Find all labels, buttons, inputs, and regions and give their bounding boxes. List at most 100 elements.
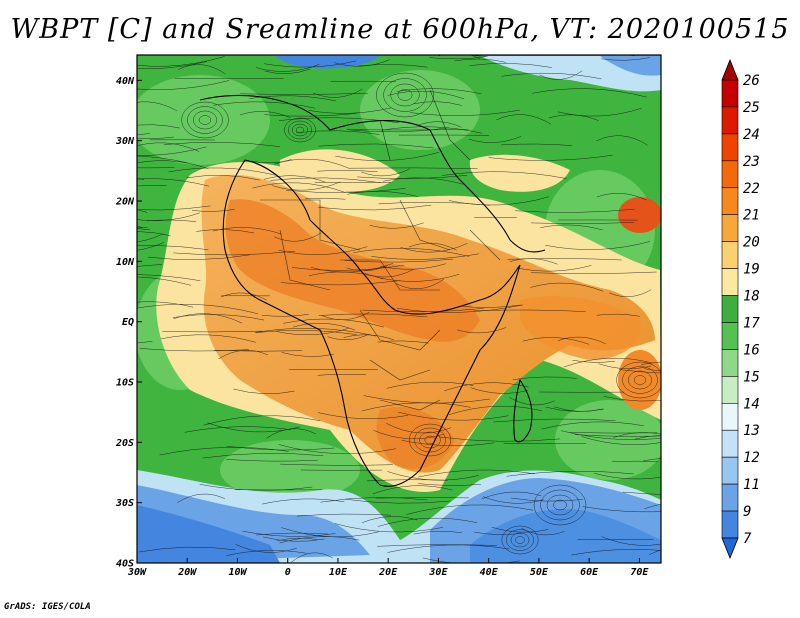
streamline [346, 265, 388, 271]
coastlines [199, 94, 546, 487]
lat-tick-label: 40S [116, 559, 134, 570]
streamline [137, 136, 175, 140]
colorbar-swatch [721, 456, 739, 485]
streamline [137, 61, 208, 70]
streamline [137, 56, 225, 67]
streamline [184, 426, 292, 433]
lon-tick-label: 10W [228, 567, 247, 578]
lat-tick-label: 10N [116, 257, 135, 268]
streamline [322, 311, 370, 320]
streamline [317, 374, 367, 376]
streamline [540, 224, 603, 231]
colorbar-label: 11 [743, 477, 760, 493]
streamline [160, 334, 256, 343]
streamline [249, 95, 337, 102]
colorbar-label: 25 [743, 100, 760, 116]
streamline [418, 483, 481, 486]
streamline [137, 341, 153, 344]
streamline [361, 402, 471, 412]
streamline [334, 523, 443, 533]
streamline [252, 182, 346, 193]
streamline [408, 242, 457, 251]
streamline [186, 175, 260, 181]
streamline [242, 530, 336, 537]
colorbar-label: 7 [743, 531, 752, 547]
streamline [159, 447, 289, 456]
colorbar-label: 19 [743, 262, 760, 278]
eddy-streamline [397, 89, 413, 101]
streamline [137, 124, 180, 129]
streamline [137, 146, 207, 156]
streamline [554, 406, 603, 412]
streamline [272, 181, 341, 191]
map-frame [136, 54, 662, 564]
streamline [291, 264, 405, 271]
streamline [226, 445, 335, 451]
streamline [369, 222, 424, 229]
streamline [601, 57, 651, 61]
streamline [457, 327, 507, 334]
streamline [137, 101, 178, 111]
streamline [648, 549, 661, 555]
streamline [343, 334, 395, 341]
streamline [137, 178, 210, 187]
lon-tick-label: 70E [630, 567, 649, 578]
streamline [598, 363, 652, 369]
streamline [557, 336, 606, 345]
streamline [460, 304, 521, 308]
streamline [469, 63, 552, 68]
streamline [448, 405, 543, 415]
grads-credit: GrADS: IGES/COLA [4, 602, 91, 612]
streamline [496, 114, 552, 125]
colorbar-swatch [721, 295, 739, 323]
streamline [507, 258, 622, 261]
streamline [318, 313, 428, 318]
streamline [596, 313, 640, 317]
streamline [509, 397, 555, 406]
streamline [137, 233, 164, 243]
lon-tick-label: 0 [285, 567, 291, 578]
streamline [470, 387, 529, 394]
colorbar-label: 17 [743, 315, 760, 331]
lat-tick-label: 10S [116, 378, 134, 389]
eddy-streamline [419, 431, 441, 449]
streamline [514, 208, 635, 213]
streamline [413, 530, 462, 535]
eddy-streamline [515, 536, 525, 544]
streamline [137, 264, 163, 267]
colorbar-label: 12 [743, 450, 760, 466]
streamline [501, 143, 573, 146]
lon-tick-label: 60E [580, 567, 599, 578]
streamline [317, 170, 378, 173]
streamline [501, 72, 602, 80]
streamline [137, 301, 194, 308]
streamline [137, 302, 138, 303]
colorbar-swatch [721, 510, 739, 539]
streamline [387, 471, 479, 481]
streamline [137, 155, 188, 164]
eddy-streamline [501, 525, 539, 555]
streamline [137, 133, 150, 136]
streamline [344, 498, 451, 504]
streamline [444, 382, 529, 392]
streamline [220, 292, 268, 301]
eddy-streamline [622, 366, 658, 394]
streamline [545, 241, 651, 250]
streamline [413, 101, 462, 106]
lat-tick-label: 30N [115, 136, 135, 147]
streamline [377, 340, 429, 344]
streamline [168, 167, 276, 176]
streamline [454, 58, 507, 63]
streamline [613, 432, 661, 438]
streamline [611, 460, 659, 463]
streamline [619, 369, 661, 374]
streamline [233, 388, 295, 394]
streamline [557, 108, 642, 117]
colorbar-swatch [721, 160, 739, 189]
streamline [474, 531, 523, 535]
streamline [378, 201, 491, 206]
lat-tick-label: EQ [122, 317, 134, 328]
colorbar-label: 14 [743, 396, 760, 412]
eddy-streamline [633, 375, 647, 385]
eddy-streamline [533, 484, 587, 526]
